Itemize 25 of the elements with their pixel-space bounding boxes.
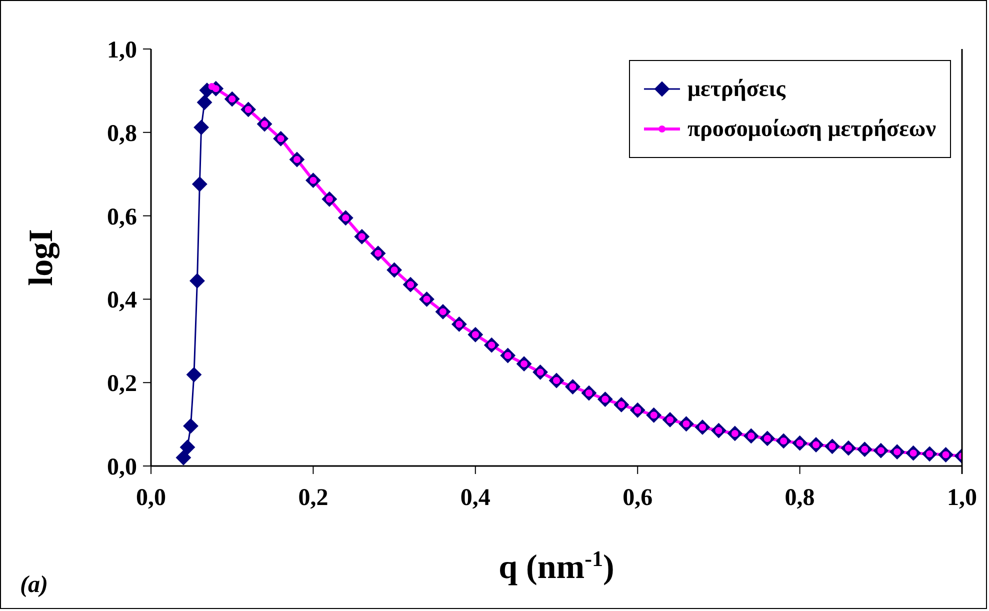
- y-tick-label: 0,0: [107, 454, 137, 481]
- point: [197, 94, 212, 110]
- legend-label: μετρήσεις: [688, 76, 786, 102]
- point: [194, 120, 209, 135]
- x-tick-label: 0,8: [784, 485, 815, 512]
- y-tick-label: 0,8: [107, 120, 137, 147]
- x-tick-label: 0,2: [298, 485, 328, 512]
- point: [186, 367, 202, 382]
- point: [192, 176, 208, 192]
- y-tick-label: 0,4: [107, 288, 137, 314]
- y-tick-label: 1,0: [107, 38, 137, 64]
- x-tick-label: 0,4: [460, 485, 490, 512]
- point: [190, 273, 205, 288]
- x-tick-label: 0,0: [136, 485, 166, 512]
- point: [180, 440, 195, 455]
- y-tick-label: 0,2: [107, 371, 137, 398]
- y-axis-title: logI: [23, 229, 60, 286]
- x-tick-label: 0,6: [622, 485, 653, 512]
- y-tick-label: 0,6: [107, 204, 137, 230]
- x-tick-label: 1,0: [947, 485, 977, 512]
- point: [183, 418, 198, 434]
- legend-label: προσομοίωση μετρήσεων: [688, 116, 936, 142]
- x-axis-title: q (nm$^{-1}$): [498, 546, 614, 586]
- text: (a): [20, 572, 48, 598]
- point: [176, 450, 191, 466]
